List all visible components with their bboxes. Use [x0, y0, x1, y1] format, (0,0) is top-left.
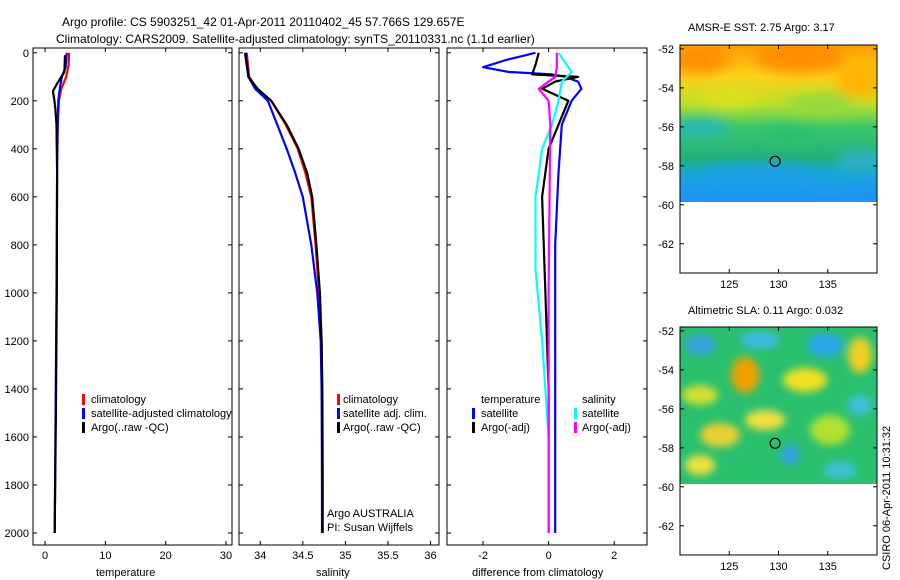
sla-heatmap: [680, 327, 877, 484]
legend-header-salinity: salinity: [582, 394, 616, 406]
legend-label-sal-climatology: climatology: [343, 394, 399, 406]
ytick-label: 800: [11, 240, 29, 252]
temperature-xlabel: temperature: [96, 567, 155, 579]
legend-swatch-diff-sal-satellite: [574, 408, 577, 419]
ytick-label: 1200: [5, 336, 29, 348]
legend-swatch-climatology: [82, 394, 85, 405]
xtick-label: -2: [478, 550, 488, 562]
legend-label-diff-temp-argo: Argo(-adj): [481, 422, 530, 434]
legend-swatch-sal-climatology: [337, 394, 340, 405]
map-ytick-label: -58: [658, 161, 674, 173]
ytick-label: 200: [11, 96, 29, 108]
legend-header-temperature: temperature: [481, 394, 540, 406]
map-ytick-label: -62: [658, 239, 674, 251]
map-xtick-label: 135: [819, 561, 837, 573]
legend-label-argo: Argo(..raw -QC): [91, 422, 169, 434]
difference-xlabel: difference from climatology: [472, 567, 604, 579]
sla-map-title: Altimetric SLA: 0.11 Argo: 0.032: [688, 305, 843, 317]
legend-swatch-diff-sal-argo: [574, 422, 577, 433]
legend-label-satellite-adjusted: satellite-adjusted climatology: [91, 408, 232, 420]
legend-label-diff-temp-satellite: satellite: [481, 408, 518, 420]
series-line-argo-raw-qc-: [51, 55, 67, 534]
map-ytick-label: -54: [658, 365, 674, 377]
sla-argo-location-marker: [769, 437, 781, 449]
footer-timestamp: CSIRO 06-Apr-2011 10:31:32: [881, 426, 893, 570]
map-ytick-label: -62: [658, 521, 674, 533]
credit-argo-australia: Argo AUSTRALIA: [327, 508, 414, 520]
salinity-axes-frame: [238, 47, 440, 546]
xtick-label: 35.5: [377, 550, 398, 562]
xtick-label: 35: [339, 550, 351, 562]
xtick-label: 20: [160, 550, 172, 562]
series-line-temperature-satellite: [482, 51, 583, 533]
xtick-label: 0: [546, 550, 552, 562]
figure-title-line1: Argo profile: CS 5903251_42 01-Apr-2011 …: [62, 15, 465, 29]
sst-heatmap: [680, 45, 877, 202]
map-ytick-label: -60: [658, 482, 674, 494]
salinity-legend: climatology satellite adj. clim. Argo(..…: [337, 394, 427, 434]
ytick-label: 600: [11, 192, 29, 204]
legend-label-diff-sal-argo: Argo(-adj): [582, 422, 631, 434]
ytick-label: 0: [23, 48, 29, 60]
legend-label-sal-satellite: satellite adj. clim.: [343, 408, 427, 420]
legend-label-sal-argo: Argo(..raw -QC): [343, 422, 421, 434]
xtick-label: 0: [42, 550, 48, 562]
ytick-label: 1000: [5, 288, 29, 300]
map-ytick-label: -58: [658, 443, 674, 455]
ytick-label: 2000: [5, 528, 29, 540]
xtick-label: 36: [424, 550, 436, 562]
legend-swatch-diff-temp-satellite: [472, 408, 475, 419]
sst-argo-location-marker: [769, 155, 781, 167]
credit-pi: PI: Susan Wijffels: [327, 522, 413, 534]
xtick-label: 10: [99, 550, 111, 562]
map-ytick-label: -56: [658, 122, 674, 134]
map-ytick-label: -60: [658, 200, 674, 212]
ytick-label: 1800: [5, 480, 29, 492]
legend-label-diff-sal-satellite: satellite: [582, 408, 619, 420]
series-line-argo-raw-qc-: [243, 52, 324, 533]
series-line-salinity-satellite: [534, 52, 573, 533]
legend-swatch-argo: [82, 422, 85, 433]
ytick-label: 1600: [5, 432, 29, 444]
legend-swatch-sal-satellite: [337, 408, 340, 419]
xtick-label: 34.5: [292, 550, 313, 562]
map-xtick-label: 135: [819, 279, 837, 291]
map-xtick-label: 130: [769, 561, 787, 573]
map-ytick-label: -52: [658, 326, 674, 338]
temperature-legend: climatology satellite-adjusted climatolo…: [82, 394, 232, 434]
temperature-axes-frame: [32, 47, 233, 546]
legend-swatch-sal-argo: [337, 422, 340, 433]
legend-swatch-diff-temp-argo: [472, 422, 475, 433]
xtick-label: 2: [611, 550, 617, 562]
ytick-label: 400: [11, 144, 29, 156]
legend-label-climatology: climatology: [91, 394, 147, 406]
map-xtick-label: 125: [720, 279, 738, 291]
temperature-panel: 0 200 400 600 800 1000 1200 1400 1600 1800 2000 0 1…: [5, 47, 233, 579]
xtick-label: 34: [254, 550, 266, 562]
difference-legend: temperature salinity satellite Argo(-adj…: [472, 394, 631, 434]
difference-axes-frame: [446, 47, 648, 546]
ytick-label: 1400: [5, 384, 29, 396]
map-ytick-label: -56: [658, 404, 674, 416]
xtick-label: 30: [220, 550, 232, 562]
difference-panel: -2 0 2 difference from climatology tempera…: [446, 47, 648, 579]
legend-swatch-satellite-adjusted: [82, 408, 85, 419]
series-line-salinity-argo-adj-: [537, 52, 558, 533]
map-xtick-label: 130: [769, 279, 787, 291]
map-xtick-label: 125: [720, 561, 738, 573]
salinity-xlabel: salinity: [316, 567, 350, 579]
figure-title-line2: Climatology: CARS2009. Satellite-adjuste…: [56, 32, 535, 46]
sst-map-title: AMSR-E SST: 2.75 Argo: 3.17: [688, 22, 835, 34]
map-ytick-label: -54: [658, 83, 674, 95]
sla-map-panel: Altimetric SLA: 0.11 Argo: 0.032 -: [658, 305, 878, 573]
sst-map-panel: AMSR-E SST: 2.75 Argo: 3.17 -52 -54 -56 -58…: [658, 22, 878, 291]
salinity-panel: 34 34.5 35 35.5 36 salinity climatology sate…: [238, 47, 440, 579]
map-ytick-label: -52: [658, 44, 674, 56]
